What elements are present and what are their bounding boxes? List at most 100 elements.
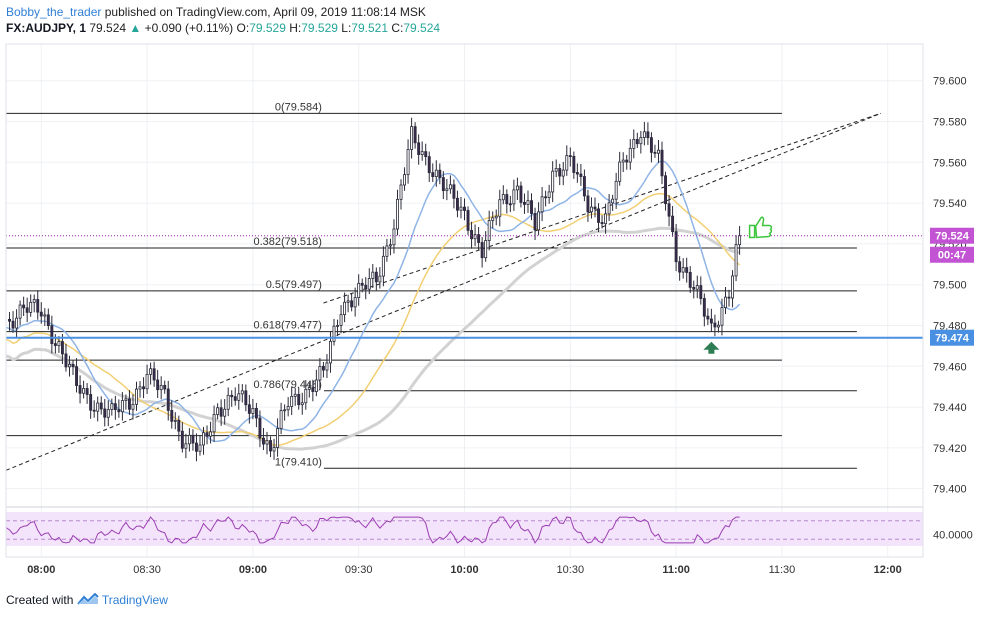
- candle-bear: [75, 366, 78, 386]
- candle-bull: [642, 131, 646, 138]
- time-axis[interactable]: 08:00 08:30 09:00 09:30 10:00 10:30 11:00 11:30…: [27, 564, 902, 576]
- ma-fast-line: [5, 159, 741, 443]
- candle-bull: [498, 199, 502, 217]
- candle-bull: [547, 191, 551, 199]
- candle-bear: [470, 229, 474, 240]
- candle-bull: [135, 388, 138, 405]
- candle-bear: [258, 417, 262, 439]
- candle-bear: [85, 388, 89, 395]
- candle-bull: [406, 149, 410, 176]
- candle-bear: [194, 442, 198, 452]
- candle-bear: [530, 200, 533, 214]
- publish-line: Bobby_the_trader published on TradingVie…: [6, 4, 440, 20]
- plot-border: [5, 43, 924, 558]
- price-tick-label: 79.580: [933, 117, 967, 129]
- candle-bull: [628, 147, 632, 163]
- candle-bear: [477, 234, 481, 243]
- candle-bull: [639, 137, 643, 145]
- candle-bull: [445, 188, 449, 192]
- ma-mid-line: [5, 192, 741, 446]
- candlesticks: [8, 117, 742, 462]
- candle-bull: [29, 301, 33, 313]
- candle-bull: [216, 407, 220, 415]
- thumb-hand: [754, 216, 773, 239]
- countdown-badge-bg: [930, 246, 974, 263]
- candle-bull: [621, 159, 625, 163]
- tradingview-brand[interactable]: TradingView: [101, 593, 168, 607]
- candle-bull: [420, 151, 424, 155]
- candle-bull: [15, 317, 19, 329]
- candle-bear: [582, 176, 586, 197]
- candle-bear: [25, 307, 29, 313]
- moving-averages: [5, 159, 741, 451]
- candle-bear: [321, 366, 325, 371]
- candle-bear: [350, 300, 354, 308]
- rsi-pane: 40.0000: [5, 506, 973, 544]
- candle-bull: [403, 174, 407, 186]
- candle-bear: [480, 242, 484, 259]
- candle-bull: [300, 402, 304, 406]
- candle-bull: [138, 386, 142, 390]
- candle-bear: [39, 311, 43, 317]
- candle-bull: [32, 299, 36, 303]
- candle-bull: [332, 325, 336, 342]
- created-with-label: Created with: [6, 593, 74, 607]
- trendlines[interactable]: [5, 112, 881, 471]
- high-value: 79.529: [301, 21, 338, 35]
- candle-bear: [649, 137, 653, 153]
- candle-bear: [374, 271, 378, 283]
- time-tick-label: 09:00: [239, 564, 267, 576]
- time-tick-label: 08:00: [27, 564, 55, 576]
- candle-bull: [314, 379, 318, 392]
- candle-bull: [448, 184, 452, 190]
- candle-bull: [57, 341, 61, 346]
- candle-bull: [491, 217, 495, 221]
- price-tick-label: 79.480: [933, 320, 967, 332]
- candle-bull: [526, 200, 530, 205]
- candle-bear: [22, 304, 26, 309]
- candle-bear: [417, 142, 421, 155]
- candle-bear: [452, 184, 456, 199]
- thumb-cuff: [748, 224, 756, 239]
- candle-bear: [441, 177, 445, 192]
- candle-bear: [180, 430, 184, 449]
- candle-bull: [484, 240, 488, 259]
- price-tick-label: 79.560: [933, 157, 967, 169]
- candle-bull: [738, 235, 742, 246]
- symbol-label: FX:AUDJPY, 1: [6, 21, 87, 35]
- time-tick-label: 08:30: [133, 564, 161, 576]
- fib-level-label: 0(79.584): [275, 101, 322, 113]
- candle-bear: [646, 131, 650, 139]
- fib-level-label: 0.786(79.448): [253, 379, 322, 391]
- candle-bull: [716, 324, 720, 328]
- chart-frame: [5, 43, 924, 558]
- candle-bull: [657, 149, 660, 154]
- candle-bear: [142, 386, 146, 390]
- candle-bull: [494, 215, 498, 219]
- candle-bull: [614, 180, 618, 200]
- candle-bear: [11, 320, 15, 329]
- support-price-badge-bg: [930, 329, 974, 346]
- candle-bull: [381, 255, 385, 277]
- candle-bear: [233, 396, 237, 401]
- candle-bull: [265, 440, 269, 445]
- candle-bull: [120, 400, 124, 413]
- candle-bear: [89, 394, 93, 411]
- candle-bull: [399, 184, 403, 200]
- candle-bull: [272, 447, 276, 452]
- candle-bear: [586, 195, 590, 213]
- price-axis[interactable]: 79.400 79.420 79.440 79.460 79.480 79.500 79.5…: [930, 76, 974, 496]
- time-tick-label: 10:00: [450, 564, 478, 576]
- candle-bear: [635, 139, 639, 145]
- candle-bear: [163, 384, 167, 390]
- author-link[interactable]: Bobby_the_trader: [6, 5, 102, 19]
- candle-bear: [692, 287, 696, 290]
- candle-bull: [18, 304, 22, 319]
- candle-bear: [709, 318, 713, 324]
- candle-bear: [572, 155, 576, 173]
- tradingview-logo-icon: [76, 593, 99, 605]
- candle-bull: [106, 409, 110, 418]
- candle-bull: [96, 402, 100, 412]
- candle-bear: [230, 394, 234, 398]
